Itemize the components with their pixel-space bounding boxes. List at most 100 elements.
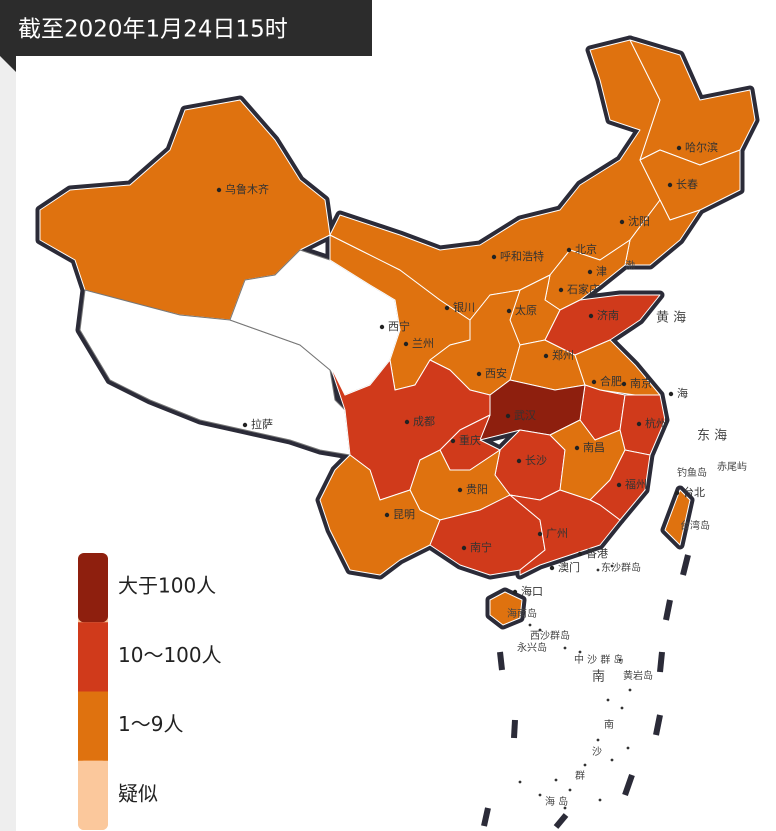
city-label: 呼和浩特 bbox=[500, 249, 544, 263]
city-dot bbox=[491, 254, 497, 260]
city-dot bbox=[444, 305, 450, 311]
city-label: 广州 bbox=[546, 527, 568, 540]
island bbox=[606, 698, 610, 702]
island bbox=[528, 623, 532, 627]
place-label: 南 bbox=[592, 669, 605, 685]
badge-tail bbox=[0, 56, 16, 72]
city-label: 长春 bbox=[676, 178, 698, 191]
place-label: 台湾岛 bbox=[680, 519, 710, 532]
badge-box bbox=[0, 0, 372, 56]
city-label: 西宁 bbox=[388, 319, 410, 333]
city-label: 武汉 bbox=[514, 409, 536, 422]
dash bbox=[497, 651, 505, 671]
island bbox=[578, 650, 582, 654]
city-dot bbox=[574, 445, 580, 451]
city-label: 台北 bbox=[683, 485, 705, 499]
title-badge: 截至2020年1月24日15时 bbox=[0, 0, 372, 72]
legend-swatch bbox=[78, 691, 108, 761]
island bbox=[610, 564, 614, 568]
provinces bbox=[39, 39, 756, 626]
place-label: 海南岛 bbox=[507, 607, 537, 620]
title: 截至2020年1月24日15时 bbox=[18, 17, 288, 43]
city-dot bbox=[588, 313, 594, 319]
city-dot bbox=[505, 413, 511, 419]
city-label: 福州 bbox=[625, 477, 647, 491]
place-label: 中 沙 群 岛 bbox=[574, 653, 624, 666]
city-label: 银川 bbox=[453, 300, 475, 314]
city-label: 西安 bbox=[485, 366, 507, 380]
province bbox=[624, 199, 701, 266]
city-label: 香港 bbox=[586, 547, 608, 560]
city-label: 南昌 bbox=[583, 441, 605, 454]
city-label: 太原 bbox=[515, 304, 537, 317]
legend-label: 10～100人 bbox=[118, 643, 222, 667]
island bbox=[563, 806, 567, 810]
place-label: 海 岛 bbox=[545, 795, 568, 808]
legend-label: 大于100人 bbox=[118, 574, 216, 598]
dash bbox=[481, 807, 491, 827]
city-dot bbox=[587, 269, 593, 275]
city-dot bbox=[216, 187, 222, 193]
place-label: 沙 bbox=[592, 746, 602, 758]
city-label: 成都 bbox=[413, 415, 435, 428]
city-label: 拉萨 bbox=[251, 417, 273, 431]
city-label: 贵阳 bbox=[466, 483, 488, 496]
city-dot bbox=[566, 247, 572, 253]
city-label: 海 bbox=[677, 386, 688, 400]
city-dot bbox=[403, 341, 409, 347]
city-dot bbox=[516, 458, 522, 464]
city-dot bbox=[506, 308, 512, 314]
city-dot bbox=[616, 482, 622, 488]
place-label: 钓鱼岛 bbox=[677, 466, 707, 479]
city-dot bbox=[591, 379, 597, 385]
province bbox=[509, 489, 621, 576]
legend-label: 1～9人 bbox=[118, 712, 183, 736]
city-label: 沈阳 bbox=[628, 214, 650, 228]
city-label: 澳门 bbox=[558, 560, 580, 574]
place-label: 南 bbox=[604, 718, 614, 731]
city-dot bbox=[577, 551, 583, 557]
dash bbox=[553, 813, 569, 829]
island bbox=[538, 793, 542, 797]
city-label: 津 bbox=[596, 265, 607, 278]
province bbox=[664, 489, 691, 546]
place-label: 黄 海 bbox=[656, 311, 686, 326]
city-label: 兰州 bbox=[412, 337, 434, 350]
city-dot bbox=[668, 391, 674, 397]
place-label: 赤尾屿 bbox=[717, 461, 747, 473]
city-dot bbox=[558, 287, 564, 293]
city-dot bbox=[537, 531, 543, 537]
place-label: 群 bbox=[575, 769, 585, 782]
island bbox=[554, 778, 558, 782]
province bbox=[319, 454, 441, 576]
dash bbox=[663, 599, 673, 621]
place-label: 东沙群岛 bbox=[601, 561, 641, 574]
island bbox=[620, 706, 624, 710]
legend-label: 疑似 bbox=[118, 781, 158, 805]
island bbox=[538, 628, 542, 632]
city-dot bbox=[549, 565, 555, 571]
city-dot bbox=[512, 589, 518, 595]
city-dot bbox=[621, 381, 627, 387]
city-dot bbox=[676, 145, 682, 151]
island bbox=[628, 688, 632, 692]
dash bbox=[511, 719, 518, 739]
city-dot bbox=[476, 371, 482, 377]
island bbox=[618, 658, 622, 662]
island bbox=[598, 798, 602, 802]
legend-swatch bbox=[78, 622, 108, 692]
city-dot bbox=[461, 545, 467, 551]
city-dot bbox=[636, 421, 642, 427]
city-dot bbox=[543, 353, 549, 359]
dash bbox=[622, 774, 635, 796]
nine-dash-line bbox=[481, 554, 691, 829]
city-label: 石家庄 bbox=[567, 282, 600, 296]
city-label: 济南 bbox=[597, 308, 619, 322]
city-label: 重庆 bbox=[459, 433, 481, 447]
city-dot bbox=[384, 512, 390, 518]
city-label: 南京 bbox=[630, 376, 652, 390]
left-strip bbox=[0, 0, 16, 831]
island bbox=[626, 746, 630, 750]
city-label: 长沙 bbox=[525, 454, 547, 467]
